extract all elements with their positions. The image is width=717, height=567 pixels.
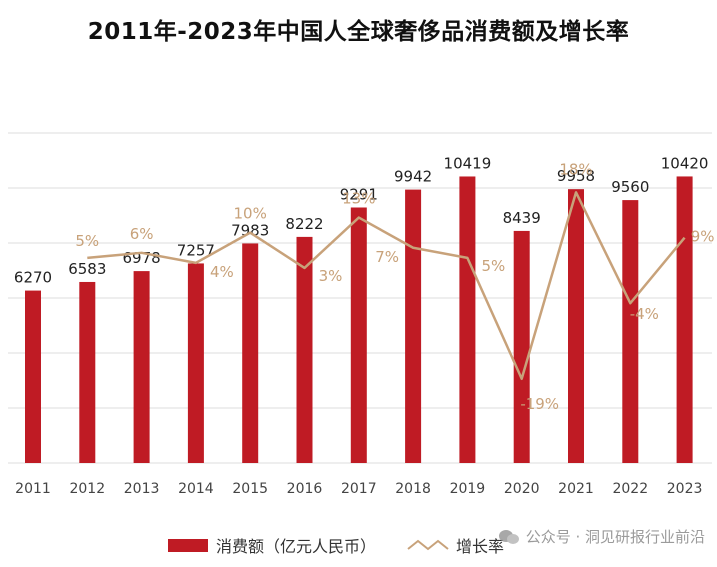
- bar-value-label: 9291: [340, 185, 378, 203]
- x-tick-label: 2016: [287, 481, 323, 497]
- bar-value-label: 9958: [557, 167, 595, 185]
- bar-value-label: 10420: [661, 154, 709, 172]
- growth-rate-label: 18%: [559, 160, 592, 178]
- bar-value-label: 10419: [444, 154, 492, 172]
- growth-rate-label: 7%: [375, 248, 399, 266]
- legend-line-swatch: [407, 539, 449, 551]
- legend-bar-label: 消费额（亿元人民币）: [216, 537, 377, 556]
- bar-value-label: 9942: [394, 168, 432, 186]
- x-tick-label: 2018: [395, 481, 431, 497]
- growth-rate-label: -4%: [630, 305, 659, 323]
- watermark-text: 公众号 · 洞见研报行业前沿: [525, 528, 705, 546]
- bar: [350, 207, 367, 463]
- growth-rate-label: 4%: [210, 263, 234, 281]
- bar-value-label: 6583: [68, 260, 106, 278]
- bar: [296, 236, 313, 463]
- x-tick-label: 2013: [124, 481, 160, 497]
- bar-value-label: 9560: [611, 178, 649, 196]
- bar-value-label: 7257: [177, 241, 215, 259]
- bar: [405, 189, 422, 463]
- bar: [25, 290, 41, 463]
- legend: 消费额（亿元人民币） 增长率: [168, 533, 504, 557]
- bar: [568, 189, 584, 463]
- bar-value-label: 7983: [231, 221, 269, 239]
- x-tick-label: 2011: [15, 481, 51, 497]
- growth-rate-line: [87, 191, 686, 381]
- x-tick-label: 2022: [612, 481, 648, 497]
- growth-rate-label: -19%: [520, 395, 559, 413]
- growth-rate-label: 13%: [342, 190, 375, 208]
- bar: [676, 176, 693, 463]
- legend-line-label: 增长率: [456, 537, 505, 556]
- x-tick-label: 2017: [341, 481, 377, 497]
- bar: [459, 176, 476, 464]
- bar: [133, 271, 150, 463]
- growth-rate-label: 10%: [234, 205, 267, 223]
- x-tick-label: 2021: [558, 481, 594, 497]
- x-tick-label: 2012: [69, 481, 105, 497]
- bar-value-label: 8222: [285, 215, 323, 233]
- bar: [513, 230, 530, 463]
- bar-value-label: 8439: [503, 209, 541, 227]
- bar-value-label: 6270: [14, 269, 52, 287]
- bar: [622, 200, 639, 463]
- x-tick-label: 2023: [667, 481, 703, 497]
- wechat-icon: [498, 529, 519, 544]
- bar: [187, 263, 204, 463]
- x-tick-label: 2015: [232, 481, 268, 497]
- watermark: 公众号 · 洞见研报行业前沿: [498, 526, 705, 547]
- bar: [79, 281, 96, 463]
- growth-rate-label: 3%: [319, 267, 343, 285]
- x-tick-label: 2014: [178, 481, 214, 497]
- legend-bar-swatch: [168, 538, 208, 552]
- bar: [242, 243, 259, 463]
- x-tick-label: 2019: [450, 481, 486, 497]
- x-tick-label: 2020: [504, 481, 540, 497]
- growth-rate-label: 5%: [482, 257, 506, 275]
- growth-rate-label: 6%: [130, 225, 154, 243]
- growth-rate-label: 9%: [691, 228, 715, 246]
- chart-title: 2011年-2023年中国人全球奢侈品消费额及增长率: [87, 19, 630, 45]
- growth-rate-label: 5%: [75, 232, 99, 250]
